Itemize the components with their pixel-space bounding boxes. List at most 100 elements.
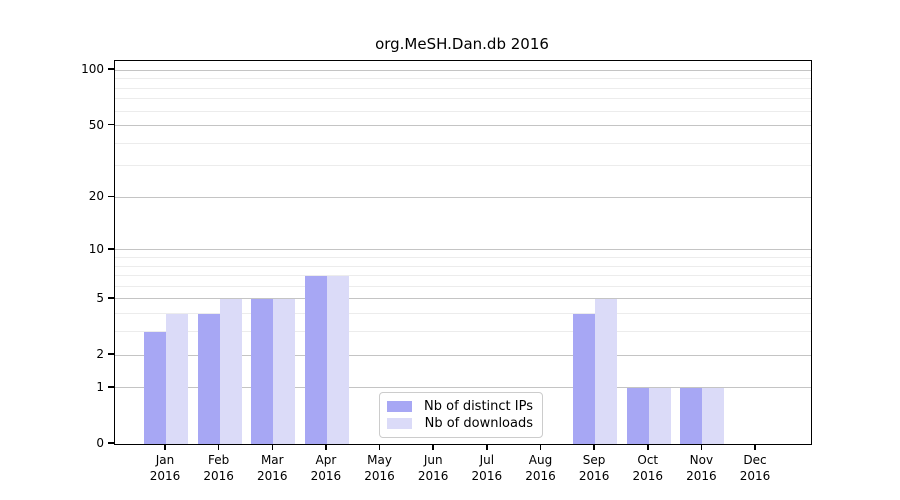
bar-distinct-ips xyxy=(626,387,649,444)
x-tick-year: 2016 xyxy=(310,469,342,483)
bar-downloads xyxy=(219,298,242,444)
minor-gridline xyxy=(115,285,811,287)
x-tick-mark xyxy=(486,444,488,450)
bar-distinct-ips xyxy=(573,313,596,444)
y-tick-mark xyxy=(108,248,114,250)
major-gridline xyxy=(115,249,811,251)
x-tick-label: Jan 2016 xyxy=(130,452,200,484)
y-tick-mark xyxy=(108,123,114,126)
x-tick-month: Dec xyxy=(743,453,767,467)
bar-distinct-ips xyxy=(144,331,166,444)
minor-gridline xyxy=(115,98,811,100)
x-tick-month: May xyxy=(367,453,392,467)
y-tick-mark xyxy=(108,195,114,198)
x-tick-month: Jul xyxy=(479,453,495,467)
x-tick-month: Mar xyxy=(260,453,284,467)
plot-area xyxy=(114,60,812,445)
x-tick-month: Jan xyxy=(155,453,175,467)
x-tick-year: 2016 xyxy=(686,469,717,483)
bar-downloads xyxy=(326,275,349,444)
x-tick-label: Jun 2016 xyxy=(398,452,468,484)
x-tick-label: Nov 2016 xyxy=(666,452,736,484)
y-tick-label: 2 xyxy=(96,347,104,362)
x-tick-month: Apr xyxy=(315,453,337,467)
x-tick-label: Oct 2016 xyxy=(613,452,683,484)
legend-swatch-icon xyxy=(387,401,412,412)
x-tick-mark xyxy=(164,444,166,450)
x-tick-label: Jul 2016 xyxy=(452,452,522,484)
minor-gridline xyxy=(115,257,811,258)
x-tick-month: Nov xyxy=(689,453,714,467)
x-tick-month: Sep xyxy=(582,453,606,467)
y-tick-mark xyxy=(108,353,114,355)
x-tick-year: 2016 xyxy=(203,469,234,483)
y-tick-label: 10 xyxy=(88,241,104,256)
bar-downloads xyxy=(166,313,188,444)
x-tick-label: May 2016 xyxy=(345,452,415,484)
legend: Nb of distinct IPs Nb of downloads xyxy=(379,392,543,438)
x-tick-label: Sep 2016 xyxy=(559,452,629,484)
x-tick-label: Apr 2016 xyxy=(291,452,361,484)
x-tick-year: 2016 xyxy=(417,469,449,483)
y-tick-label: 50 xyxy=(88,117,104,132)
x-tick-year: 2016 xyxy=(471,469,503,483)
y-tick-mark xyxy=(108,297,114,299)
minor-gridline xyxy=(115,110,811,112)
chart-title: org.MeSH.Dan.db 2016 xyxy=(375,35,549,53)
x-tick-label: Aug 2016 xyxy=(505,452,575,484)
major-gridline xyxy=(115,125,811,127)
bar-downloads xyxy=(595,298,618,444)
legend-swatch-icon xyxy=(387,418,412,429)
minor-gridline xyxy=(115,142,811,144)
bar-distinct-ips xyxy=(304,275,327,444)
y-tick-label: 5 xyxy=(96,290,104,305)
bar-downloads xyxy=(648,387,671,444)
bar-distinct-ips xyxy=(197,313,220,444)
bar-distinct-ips xyxy=(680,387,703,444)
x-tick-label: Feb 2016 xyxy=(184,452,254,484)
x-tick-year: 2016 xyxy=(256,469,288,483)
x-tick-year: 2016 xyxy=(525,469,556,483)
x-tick-mark xyxy=(539,444,542,450)
minor-gridline xyxy=(115,165,811,167)
x-tick-mark xyxy=(593,444,595,450)
x-tick-month: Feb xyxy=(208,453,230,467)
major-gridline xyxy=(115,196,811,198)
minor-gridline xyxy=(115,331,811,333)
legend-label: Nb of downloads xyxy=(424,416,533,431)
x-tick-mark xyxy=(217,444,220,450)
x-tick-year: 2016 xyxy=(632,469,664,483)
legend-item: Nb of distinct IPs xyxy=(387,399,533,414)
legend-item: Nb of downloads xyxy=(387,416,533,431)
major-gridline xyxy=(115,354,811,356)
x-tick-year: 2016 xyxy=(149,469,181,483)
bar-downloads xyxy=(702,387,725,444)
major-gridline xyxy=(115,387,811,389)
x-tick-mark xyxy=(754,444,756,450)
x-tick-mark xyxy=(432,444,434,450)
legend-label: Nb of distinct IPs xyxy=(424,399,533,414)
x-tick-month: Oct xyxy=(637,453,659,467)
x-tick-mark xyxy=(325,444,327,450)
minor-gridline xyxy=(115,78,811,80)
major-gridline xyxy=(115,298,811,300)
x-tick-month: Aug xyxy=(528,453,553,467)
y-tick-label: 0 xyxy=(96,436,104,450)
x-tick-mark xyxy=(700,444,703,450)
x-tick-year: 2016 xyxy=(739,469,771,483)
minor-gridline xyxy=(115,275,811,277)
x-tick-mark xyxy=(647,444,649,450)
x-tick-label: Dec 2016 xyxy=(720,452,790,484)
x-tick-month: Jun xyxy=(423,453,443,467)
minor-gridline xyxy=(115,87,811,89)
y-tick-mark xyxy=(108,442,114,444)
minor-gridline xyxy=(115,313,811,315)
x-tick-label: Mar 2016 xyxy=(237,452,307,484)
y-tick-label: 100 xyxy=(81,62,104,77)
major-gridline xyxy=(115,69,811,71)
x-tick-year: 2016 xyxy=(578,469,610,483)
x-tick-mark xyxy=(271,444,274,450)
y-tick-label: 20 xyxy=(88,189,104,204)
minor-gridline xyxy=(115,265,811,267)
